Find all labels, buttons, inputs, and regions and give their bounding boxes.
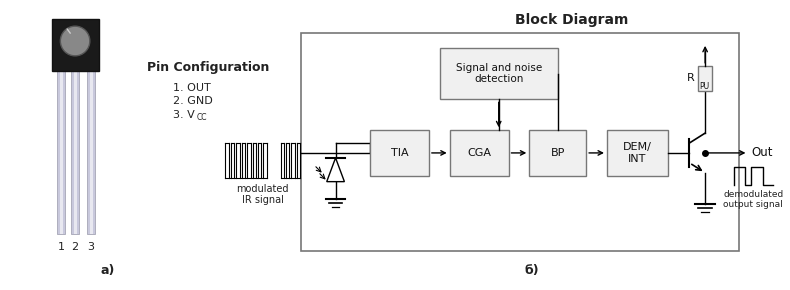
Text: 3. V: 3. V — [173, 110, 195, 120]
Bar — [440, 48, 558, 99]
Bar — [529, 130, 586, 176]
Text: 2. GND: 2. GND — [173, 97, 213, 106]
Bar — [74, 71, 77, 234]
Circle shape — [60, 26, 90, 56]
Text: PU: PU — [699, 81, 709, 90]
Text: 1: 1 — [58, 242, 65, 252]
Bar — [607, 130, 668, 176]
Bar — [90, 71, 92, 234]
Text: Pin Configuration: Pin Configuration — [147, 61, 269, 74]
Text: б): б) — [525, 264, 540, 277]
Text: demodulated
output signal: demodulated output signal — [723, 190, 784, 209]
Text: CGA: CGA — [467, 148, 491, 158]
Text: Signal and noise
detection: Signal and noise detection — [456, 63, 542, 84]
Text: R: R — [687, 73, 694, 83]
Text: a): a) — [100, 264, 115, 277]
Bar — [51, 19, 99, 71]
Text: 1. OUT: 1. OUT — [173, 83, 211, 93]
Text: modulated
IR signal: modulated IR signal — [236, 184, 289, 205]
Bar — [450, 130, 509, 176]
Text: DEM/
INT: DEM/ INT — [623, 142, 652, 164]
Bar — [58, 71, 66, 234]
Text: CC: CC — [197, 113, 208, 122]
Bar — [87, 71, 95, 234]
Text: 2: 2 — [72, 242, 79, 252]
Text: TIA: TIA — [390, 148, 408, 158]
Bar — [71, 71, 79, 234]
Text: 3: 3 — [88, 242, 94, 252]
Bar — [60, 71, 63, 234]
Text: Block Diagram: Block Diagram — [515, 13, 628, 27]
Bar — [698, 66, 712, 90]
Bar — [370, 130, 429, 176]
Text: BP: BP — [551, 148, 565, 158]
Bar — [301, 33, 739, 251]
Text: Out: Out — [751, 146, 773, 160]
